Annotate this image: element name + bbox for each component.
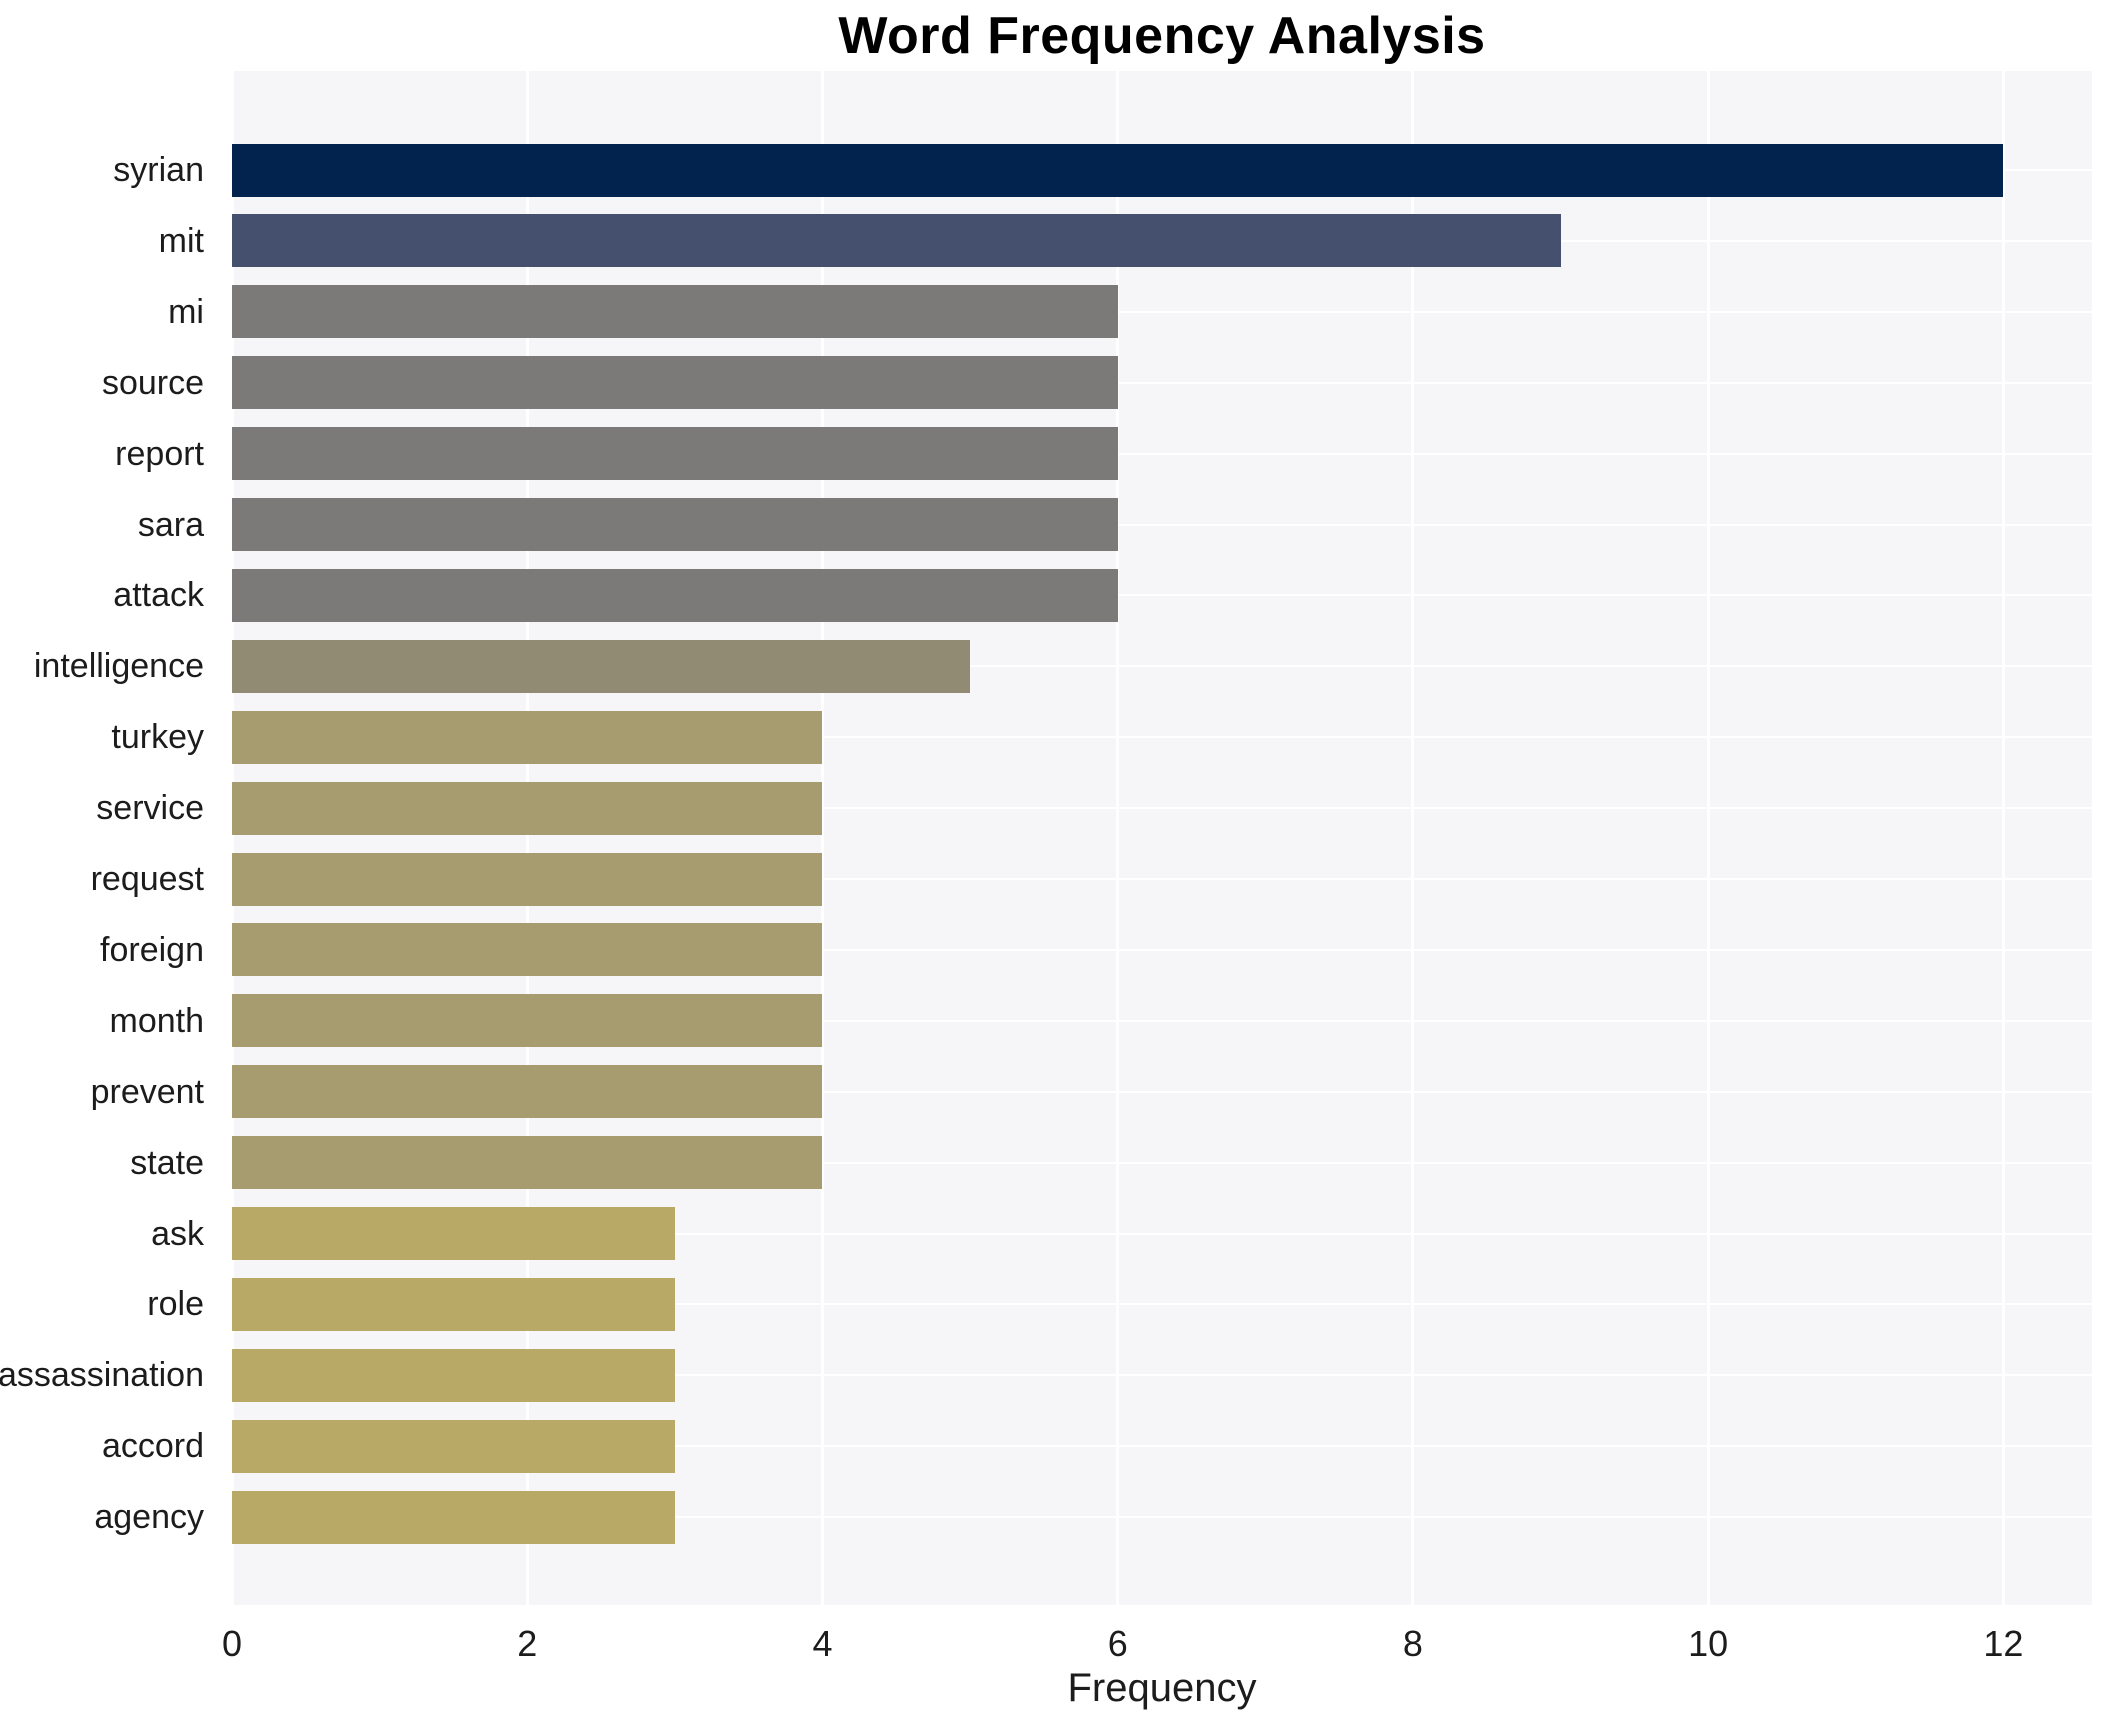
bar-report <box>232 427 1118 481</box>
y-tick-label-accord: accord <box>101 1427 204 1466</box>
x-tick-label-0: 0 <box>221 1623 243 1664</box>
y-tick-label-intelligence: intelligence <box>33 647 204 686</box>
bar-assassination <box>232 1348 675 1402</box>
y-tick-label-prevent: prevent <box>90 1072 204 1111</box>
horizontal-gridline-turkey <box>232 736 2092 739</box>
vertical-gridline-0 <box>230 71 234 1605</box>
bar-request <box>232 852 823 906</box>
bar-foreign <box>232 923 823 977</box>
x-tick-label-12: 12 <box>1983 1623 2024 1664</box>
x-tick-label-4: 4 <box>812 1623 833 1664</box>
y-tick-label-source: source <box>101 363 204 402</box>
y-tick-label-request: request <box>90 860 204 898</box>
horizontal-gridline-sara <box>232 523 2092 526</box>
bar-intelligence <box>232 639 971 693</box>
y-tick-label-role: role <box>147 1285 204 1324</box>
bar-role <box>232 1277 675 1331</box>
y-tick-label-turkey: turkey <box>111 718 204 757</box>
vertical-gridline-4 <box>820 71 824 1605</box>
horizontal-gridline-intelligence <box>232 665 2092 668</box>
y-tick-label-syrian: syrian <box>113 151 204 189</box>
y-tick-label-report: report <box>115 434 204 473</box>
y-tick-label-sara: sara <box>137 505 204 544</box>
y-tick-label-ask: ask <box>151 1214 204 1253</box>
vertical-gridline-2 <box>525 71 529 1605</box>
y-tick-label-mi: mi <box>168 292 204 331</box>
bar-accord <box>232 1419 675 1473</box>
x-tick-label-6: 6 <box>1107 1623 1128 1664</box>
y-tick-label-agency: agency <box>94 1498 204 1537</box>
horizontal-gridline-assassination <box>232 1374 2092 1377</box>
vertical-gridline-8 <box>1411 71 1415 1605</box>
y-tick-label-mit: mit <box>158 221 204 260</box>
x-tick-label-2: 2 <box>517 1623 538 1664</box>
horizontal-gridline-prevent <box>232 1090 2092 1093</box>
x-axis-ticks: 0 2 4 6 8 10 12 <box>0 1622 2111 1666</box>
x-tick-label-8: 8 <box>1402 1623 1423 1664</box>
horizontal-gridline-report <box>232 452 2092 455</box>
horizontal-gridline-ask <box>232 1232 2092 1235</box>
horizontal-gridline-request <box>232 878 2092 880</box>
horizontal-gridline-mi <box>232 310 2092 313</box>
y-tick-label-assassination: assassination <box>0 1356 204 1395</box>
horizontal-gridline-agency <box>232 1516 2092 1519</box>
y-axis-labels: syrian mit mi source report sara attack intelli… <box>0 71 218 1605</box>
bar-mit <box>232 214 1561 268</box>
y-tick-label-foreign: foreign <box>100 930 204 969</box>
y-tick-label-month: month <box>109 1001 205 1040</box>
bar-sara <box>232 498 1118 551</box>
bar-attack <box>232 568 1118 622</box>
bar-source <box>232 356 1118 410</box>
bar-ask <box>232 1207 675 1260</box>
bar-month <box>232 994 823 1048</box>
x-axis-title: Frequency <box>1067 1666 1257 1710</box>
plot-area <box>230 71 2092 1605</box>
horizontal-gridline-accord <box>232 1445 2092 1448</box>
bar-prevent <box>232 1065 823 1119</box>
y-tick-label-state: state <box>130 1143 204 1182</box>
bar-state <box>232 1136 823 1190</box>
bar-turkey <box>232 710 823 764</box>
chart-title: Word Frequency Analysis <box>838 7 1486 65</box>
horizontal-gridline-attack <box>232 594 2092 597</box>
horizontal-gridline-month <box>232 1019 2092 1022</box>
bar-service <box>232 781 823 835</box>
horizontal-gridline-state <box>232 1161 2092 1164</box>
bar-agency <box>232 1490 675 1544</box>
horizontal-gridline-role <box>232 1303 2092 1306</box>
bar-syrian <box>232 143 2004 197</box>
horizontal-gridline-source <box>232 381 2092 384</box>
vertical-gridline-10 <box>1706 71 1710 1605</box>
horizontal-gridline-foreign <box>232 948 2092 951</box>
x-tick-label-10: 10 <box>1688 1623 1729 1664</box>
vertical-gridline-12 <box>2001 71 2005 1605</box>
y-tick-label-service: service <box>96 789 204 828</box>
horizontal-gridline-service <box>232 807 2092 810</box>
vertical-gridline-6 <box>1116 71 1120 1605</box>
y-tick-label-attack: attack <box>113 576 204 615</box>
bar-mi <box>232 285 1118 339</box>
